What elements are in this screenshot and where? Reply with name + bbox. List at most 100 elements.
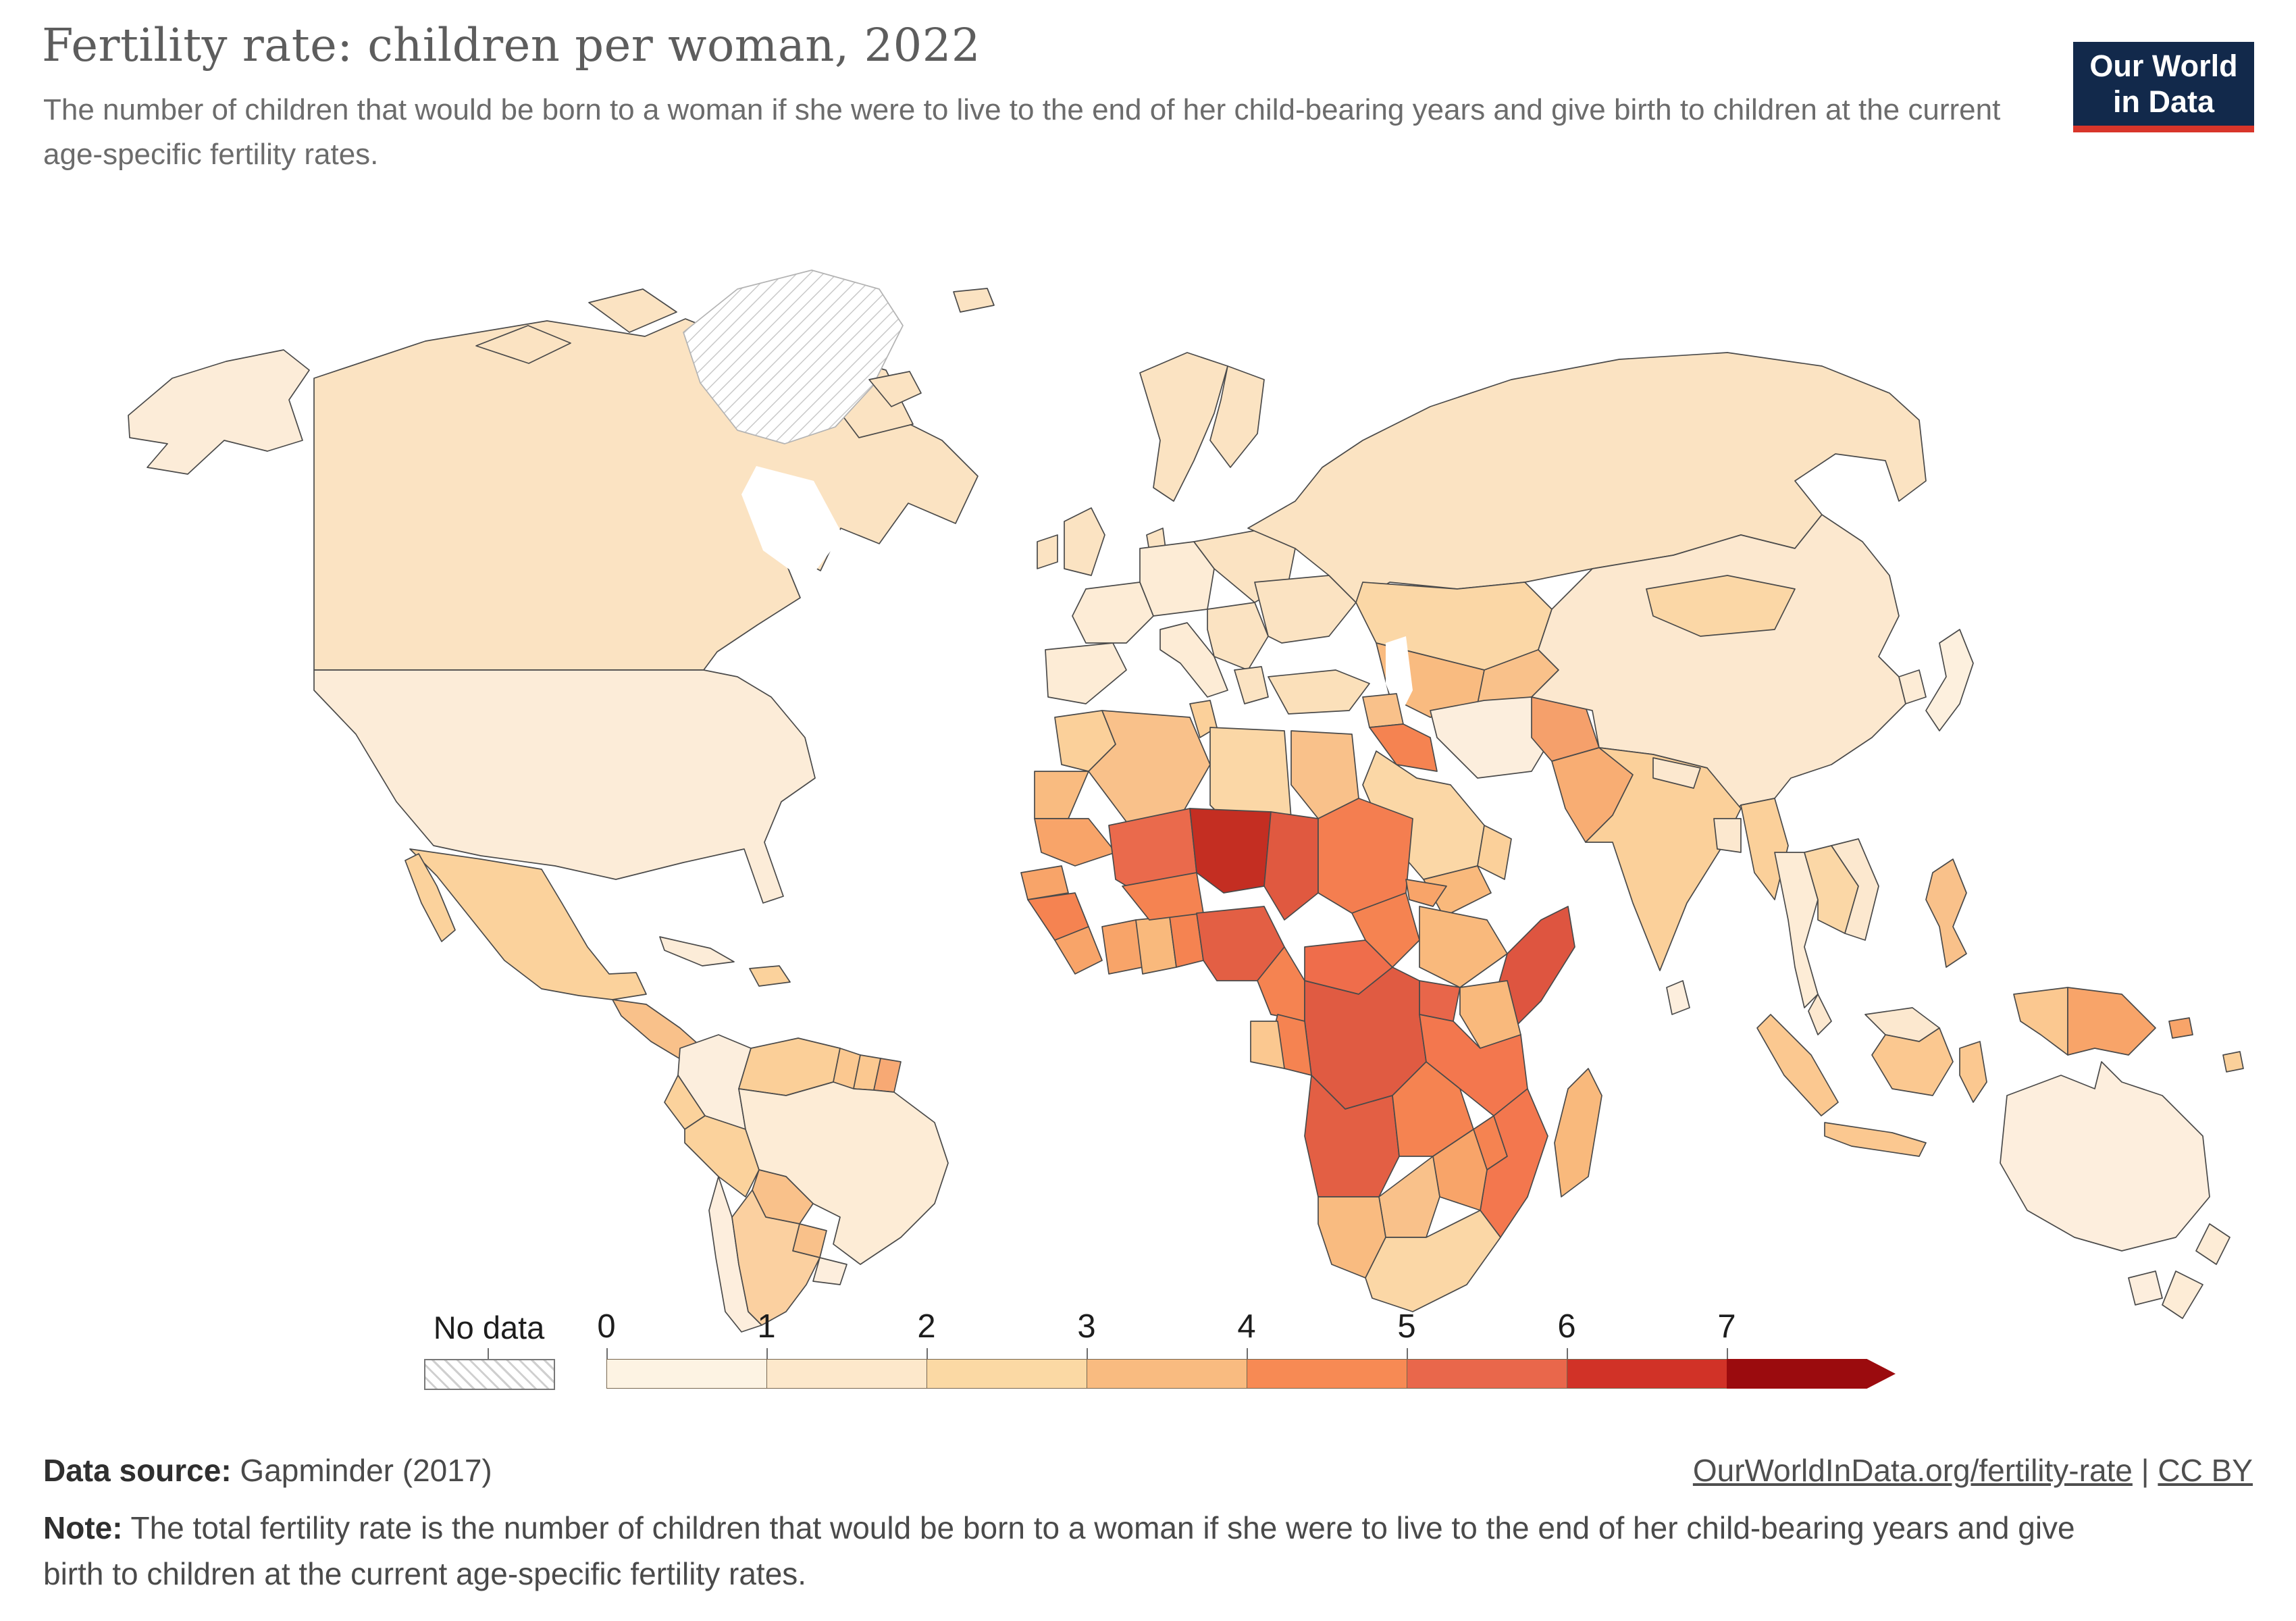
- legend-no-data-tick: [488, 1348, 489, 1359]
- link-separator: |: [2132, 1453, 2158, 1488]
- country-eritrea[interactable]: [1405, 879, 1447, 907]
- legend-bin-1[interactable]: [766, 1359, 927, 1389]
- cc-by-link[interactable]: CC BY: [2158, 1453, 2253, 1488]
- country-papua-new-guinea[interactable]: [2067, 987, 2156, 1056]
- country-finland[interactable]: [1209, 365, 1265, 468]
- legend-tick-label-1: 1: [757, 1308, 776, 1345]
- country-bangladesh[interactable]: [1713, 818, 1742, 853]
- country-sri-lanka[interactable]: [1666, 980, 1690, 1015]
- legend-tick-label-6: 6: [1557, 1308, 1576, 1345]
- country-tanzania[interactable]: [1419, 1014, 1528, 1116]
- legend-bin-3[interactable]: [1087, 1359, 1247, 1389]
- black-sea: [1295, 643, 1356, 670]
- owid-logo[interactable]: Our World in Data: [2073, 42, 2254, 132]
- country-south-africa[interactable]: [1365, 1210, 1501, 1312]
- legend-no-data-swatch[interactable]: [424, 1359, 555, 1390]
- region-west-papua[interactable]: [2013, 987, 2068, 1056]
- country-greenland-no-data[interactable]: [683, 269, 904, 444]
- region-western-sahara[interactable]: [1034, 771, 1089, 819]
- country-alaska[interactable]: [128, 349, 310, 475]
- region-scandinavia[interactable]: [1139, 352, 1228, 502]
- country-cuba[interactable]: [659, 936, 735, 967]
- country-peru[interactable]: [684, 1115, 760, 1198]
- region-borneo-indonesia[interactable]: [1871, 1027, 1954, 1096]
- country-mexico-baja[interactable]: [405, 853, 456, 942]
- country-madagascar[interactable]: [1554, 1068, 1602, 1198]
- island-java[interactable]: [1824, 1122, 1927, 1157]
- footer-links: OurWorldInData.org/fertility-rate | CC B…: [1693, 1452, 2253, 1489]
- country-australia[interactable]: [2000, 1061, 2210, 1252]
- country-united-kingdom[interactable]: [1064, 507, 1105, 576]
- country-new-zealand[interactable]: [2162, 1223, 2230, 1319]
- country-arctic-island[interactable]: [588, 288, 677, 333]
- region-iberia[interactable]: [1045, 642, 1127, 704]
- country-angola[interactable]: [1304, 1075, 1400, 1198]
- island-sumatra[interactable]: [1756, 1014, 1839, 1116]
- country-south-sudan[interactable]: [1351, 892, 1420, 968]
- island-tasmania[interactable]: [2128, 1270, 2163, 1306]
- country-chad[interactable]: [1263, 811, 1319, 921]
- country-mauritania[interactable]: [1034, 818, 1116, 867]
- hudson-bay: [741, 466, 843, 582]
- footer-data-source: Data source: Gapminder (2017): [43, 1452, 492, 1489]
- country-turkey[interactable]: [1268, 669, 1370, 715]
- country-nepal[interactable]: [1652, 757, 1701, 789]
- country-russia[interactable]: [1247, 352, 1927, 603]
- country-mexico[interactable]: [409, 848, 647, 1000]
- country-ethiopia[interactable]: [1419, 906, 1508, 988]
- legend-bin-2[interactable]: [927, 1359, 1087, 1389]
- legend-tick-label-2: 2: [917, 1308, 936, 1345]
- legend-bin-5[interactable]: [1407, 1359, 1567, 1389]
- country-uruguay[interactable]: [812, 1257, 847, 1285]
- legend-tick-label-4: 4: [1237, 1308, 1256, 1345]
- note-text: The total fertility rate is the number o…: [43, 1510, 2075, 1592]
- country-arctic-island[interactable]: [475, 325, 571, 364]
- legend-tick-label-7: 7: [1717, 1308, 1736, 1345]
- page-subtitle: The number of children that would be bor…: [43, 93, 2001, 171]
- country-japan[interactable]: [1925, 629, 1974, 731]
- country-south-korea[interactable]: [1898, 669, 1927, 704]
- country-philippines[interactable]: [1925, 858, 1967, 968]
- island-fiji[interactable]: [2222, 1051, 2244, 1073]
- country-svalbard[interactable]: [953, 288, 995, 313]
- legend-bin-0[interactable]: [606, 1359, 766, 1389]
- legend-bin-4[interactable]: [1247, 1359, 1407, 1389]
- country-iraq[interactable]: [1369, 723, 1438, 772]
- country-malaysia[interactable]: [1808, 994, 1832, 1035]
- country-oman[interactable]: [1477, 825, 1512, 880]
- country-india[interactable]: [1585, 747, 1742, 971]
- owid-logo-line1: Our World: [2089, 48, 2238, 83]
- country-usa[interactable]: [313, 669, 816, 904]
- owid-url-link[interactable]: OurWorldInData.org/fertility-rate: [1692, 1453, 2133, 1488]
- country-hispaniola[interactable]: [749, 965, 791, 987]
- country-iceland[interactable]: [868, 371, 922, 407]
- country-iran[interactable]: [1430, 696, 1553, 779]
- legend-tick-mark-3: [1087, 1348, 1088, 1359]
- country-argentina[interactable]: [731, 1189, 820, 1326]
- region-balkans[interactable]: [1207, 602, 1269, 671]
- legend-color-bins[interactable]: [606, 1359, 1896, 1390]
- country-ireland[interactable]: [1037, 534, 1058, 569]
- country-gabon[interactable]: [1250, 1021, 1285, 1069]
- country-greece[interactable]: [1234, 666, 1269, 704]
- island-solomon[interactable]: [2168, 1017, 2193, 1039]
- country-france[interactable]: [1072, 582, 1154, 644]
- legend-bin-7[interactable]: [1727, 1359, 1896, 1389]
- region-sierra-leone-liberia[interactable]: [1054, 926, 1103, 975]
- country-vietnam[interactable]: [1831, 838, 1879, 941]
- data-source-label: Data source:: [43, 1453, 232, 1488]
- legend-tick-label-0: 0: [597, 1308, 616, 1345]
- legend-bin-6[interactable]: [1567, 1359, 1727, 1389]
- country-niger[interactable]: [1189, 808, 1272, 894]
- country-china[interactable]: [1531, 514, 1906, 813]
- country-italy[interactable]: [1159, 622, 1228, 698]
- island-sulawesi[interactable]: [1959, 1041, 1987, 1103]
- country-myanmar[interactable]: [1740, 798, 1789, 900]
- legend-tick-label-5: 5: [1397, 1308, 1416, 1345]
- country-syria[interactable]: [1362, 693, 1404, 728]
- country-yemen[interactable]: [1423, 865, 1492, 917]
- country-mongolia[interactable]: [1646, 575, 1796, 637]
- country-senegal[interactable]: [1020, 865, 1069, 900]
